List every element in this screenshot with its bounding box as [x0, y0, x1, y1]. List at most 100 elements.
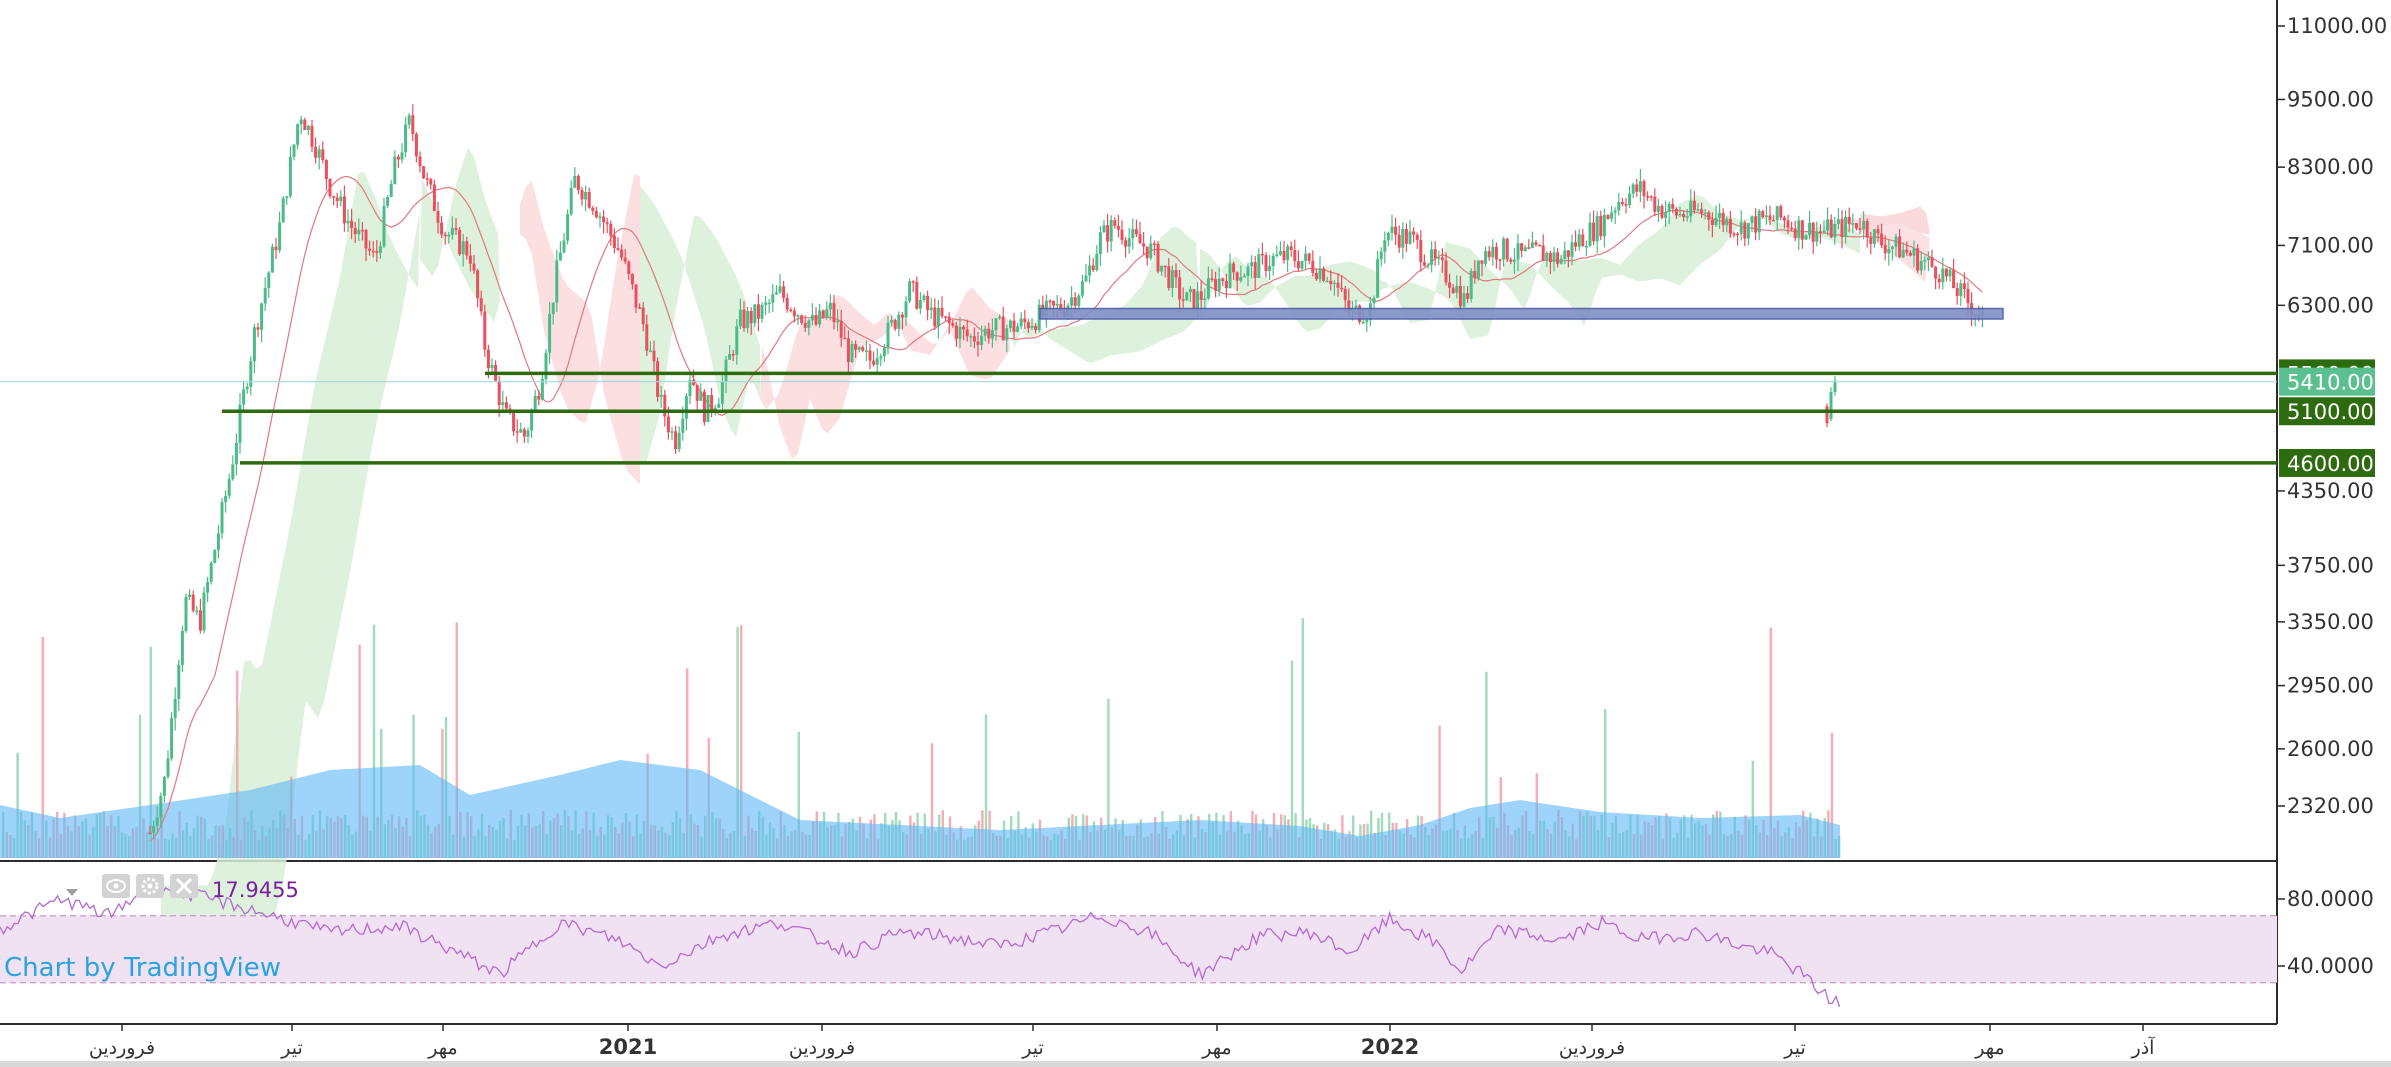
- time-tick-label: تیر: [1783, 1037, 1806, 1059]
- candle-body: [1538, 244, 1542, 247]
- candle-body: [202, 592, 206, 631]
- candle-body: [810, 315, 814, 321]
- candle-body: [1116, 225, 1120, 230]
- candle-body: [677, 432, 681, 450]
- candle-body: [1401, 229, 1405, 248]
- candle-body: [1199, 291, 1203, 300]
- candle-body: [1768, 215, 1772, 220]
- volume-bar: [686, 668, 689, 858]
- candle-body: [612, 235, 616, 248]
- candle-body: [195, 610, 199, 612]
- candle-body: [1286, 246, 1290, 261]
- candle-body: [458, 229, 462, 255]
- candle-body: [893, 320, 897, 329]
- candle-body: [1635, 184, 1639, 192]
- bottom-scroll-strip[interactable]: [0, 1061, 2391, 1067]
- price-badge[interactable]: [2279, 367, 2375, 396]
- candle-body: [227, 479, 231, 496]
- candle-body: [360, 229, 364, 232]
- candle-body: [1833, 224, 1837, 238]
- candle-body: [173, 698, 177, 719]
- candle-body: [1894, 236, 1898, 247]
- tradingview-watermark[interactable]: Chart by TradingView: [4, 953, 281, 983]
- candle-body: [1653, 196, 1657, 212]
- cloud-segment: [520, 174, 640, 485]
- candle-body: [630, 274, 634, 285]
- candle-body: [854, 344, 858, 350]
- candle-body: [1746, 223, 1750, 239]
- price-badge[interactable]: [2279, 448, 2375, 477]
- candle-body: [252, 327, 256, 362]
- candle-body: [958, 326, 962, 339]
- candle-body: [1142, 243, 1146, 247]
- rsi-value-label: 17.9455: [212, 878, 299, 902]
- candle-body: [1610, 212, 1614, 219]
- candle-body: [962, 326, 966, 330]
- candle-body: [965, 329, 969, 337]
- candle-body: [1329, 280, 1333, 284]
- candle-body: [1415, 234, 1419, 240]
- time-tick-label: فروردین: [789, 1037, 855, 1059]
- candle-body: [814, 315, 818, 325]
- candle-body: [1757, 211, 1761, 233]
- candle-body: [357, 229, 361, 235]
- candle-body: [818, 310, 822, 325]
- candle-body: [998, 316, 1002, 319]
- candle-body: [1336, 282, 1340, 288]
- gear-icon[interactable]: [136, 874, 164, 898]
- candle-body: [285, 196, 289, 199]
- candle-body: [1512, 259, 1516, 262]
- candle-body: [666, 416, 670, 433]
- candle-body: [954, 325, 958, 339]
- candle-body: [1239, 277, 1243, 281]
- candle-body: [281, 198, 285, 223]
- volume-bar: [1290, 660, 1294, 858]
- volume-bar: [797, 731, 800, 858]
- candle-body: [1462, 293, 1466, 307]
- candle-body: [490, 365, 494, 369]
- candle-body: [1145, 246, 1149, 259]
- candle-body: [1494, 246, 1498, 260]
- candle-body: [1847, 217, 1851, 225]
- candle-body: [620, 249, 624, 258]
- candle-body: [724, 359, 728, 382]
- candle-body: [915, 281, 919, 309]
- time-tick-label: فروردین: [1559, 1037, 1625, 1059]
- candle-body: [699, 391, 703, 401]
- candle-body: [1779, 206, 1783, 218]
- chevron-down-icon[interactable]: [66, 889, 78, 896]
- candle-body: [1739, 222, 1743, 234]
- close-icon[interactable]: [170, 874, 198, 898]
- candle-body: [1437, 257, 1441, 259]
- candle-body: [368, 248, 372, 251]
- candle-body: [155, 817, 159, 827]
- time-tick-label: 2022: [1361, 1035, 1419, 1059]
- candle-body: [1332, 282, 1336, 285]
- candle-body: [821, 310, 825, 318]
- candle-body: [1584, 245, 1588, 248]
- eye-icon[interactable]: [102, 874, 130, 898]
- candle-body: [760, 304, 764, 319]
- price-badge[interactable]: [2279, 397, 2375, 426]
- candle-body: [580, 190, 584, 200]
- candle-body: [249, 361, 253, 387]
- candle-body: [940, 307, 944, 317]
- price-tick-label: 9500.00: [2287, 87, 2374, 111]
- candle-body: [1707, 212, 1711, 220]
- candle-body: [1354, 305, 1358, 308]
- candle-body: [1311, 260, 1315, 273]
- candle-body: [404, 124, 408, 153]
- price-tick-label: 3750.00: [2287, 553, 2374, 577]
- candle-body: [648, 350, 652, 353]
- rsi-tick-label: 40.0000: [2287, 954, 2374, 978]
- candle-body: [882, 347, 886, 357]
- candle-body: [1300, 260, 1304, 269]
- candle-body: [1448, 282, 1452, 288]
- resistance-zone-rect[interactable]: [1039, 307, 2004, 320]
- rsi-pane: 80.0000 40.0000: [0, 878, 2374, 1008]
- candle-body: [1541, 245, 1545, 261]
- candle-body: [1480, 260, 1484, 264]
- candle-body: [1520, 243, 1524, 251]
